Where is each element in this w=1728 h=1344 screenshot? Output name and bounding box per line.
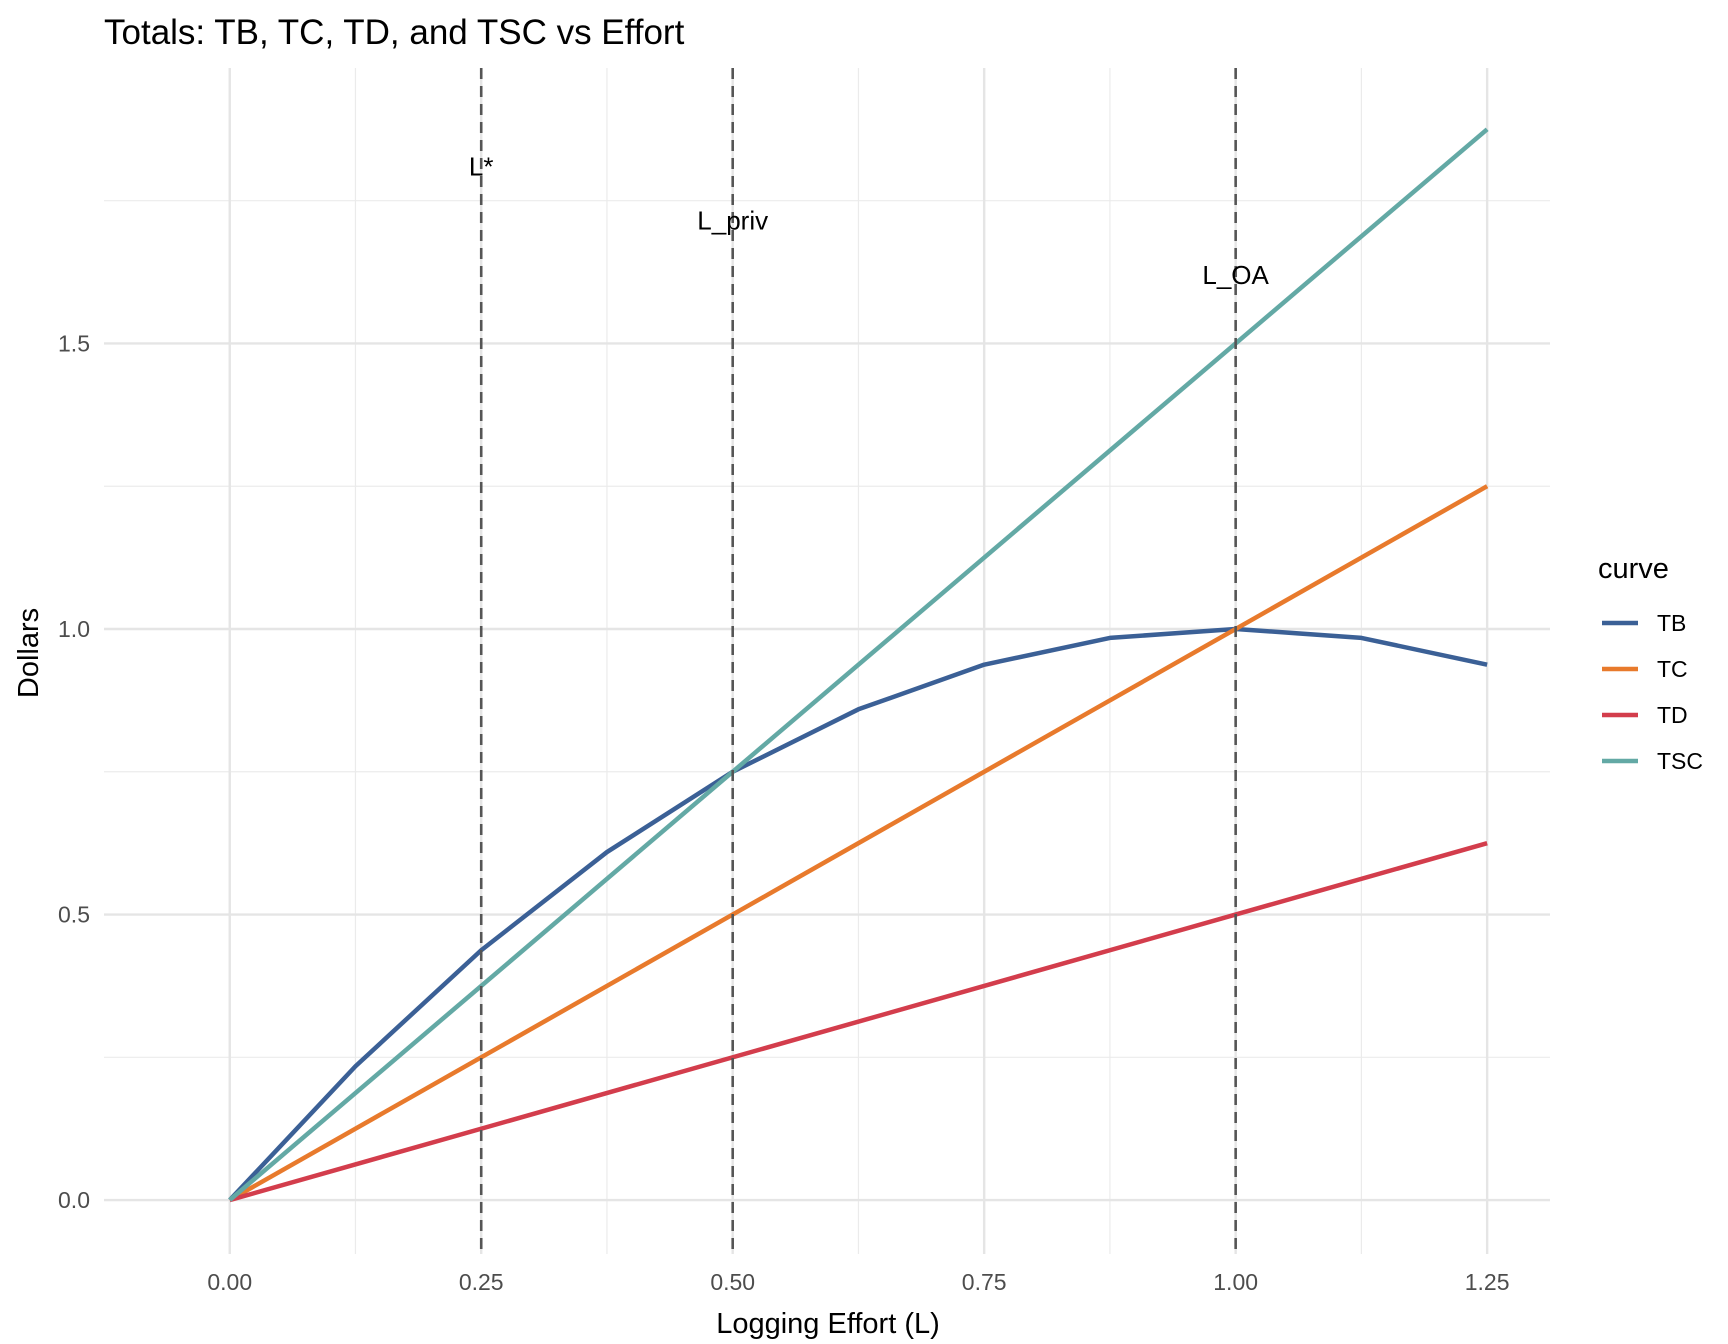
legend-title: curve	[1598, 553, 1669, 585]
legend-label-tc: TC	[1657, 656, 1688, 682]
series-line-tsc	[228, 127, 1489, 1202]
vline-label-l-oa: L_OA	[1202, 260, 1269, 290]
series-line-tc	[228, 484, 1489, 1203]
series-line-td	[229, 840, 1488, 1203]
x-tick-label: 0.00	[207, 1269, 252, 1295]
y-tick-label: 1.5	[58, 330, 90, 356]
vline-label-l: L*	[469, 151, 494, 181]
legend: curve TB TC TD TSC	[1598, 553, 1703, 774]
vertical-reference-lines: L* L_priv L_OA	[469, 68, 1270, 1254]
y-axis-title: Dollars	[13, 608, 45, 698]
y-axis-ticks: 0.0 0.5 1.0 1.5	[58, 330, 90, 1213]
x-tick-label: 1.25	[1465, 1269, 1510, 1295]
x-axis-title: Logging Effort (L)	[716, 1308, 940, 1340]
y-tick-label: 0.5	[58, 902, 90, 928]
legend-label-tsc: TSC	[1657, 748, 1703, 774]
y-tick-label: 1.0	[58, 616, 90, 642]
vline-label-l-priv: L_priv	[697, 206, 768, 236]
y-tick-label: 0.0	[58, 1187, 90, 1213]
x-tick-label: 0.75	[962, 1269, 1007, 1295]
grid-minor	[104, 68, 1550, 1254]
series-line-tb	[228, 626, 1488, 1202]
legend-label-td: TD	[1657, 702, 1688, 728]
legend-label-tb: TB	[1657, 610, 1686, 636]
grid-major	[104, 68, 1550, 1254]
series-lines	[228, 127, 1489, 1203]
x-tick-label: 1.00	[1213, 1269, 1258, 1295]
chart-title: Totals: TB, TC, TD, and TSC vs Effort	[104, 13, 685, 52]
x-tick-label: 0.25	[459, 1269, 504, 1295]
x-axis-ticks: 0.00 0.25 0.50 0.75 1.00 1.25	[207, 1269, 1509, 1295]
x-tick-label: 0.50	[710, 1269, 755, 1295]
